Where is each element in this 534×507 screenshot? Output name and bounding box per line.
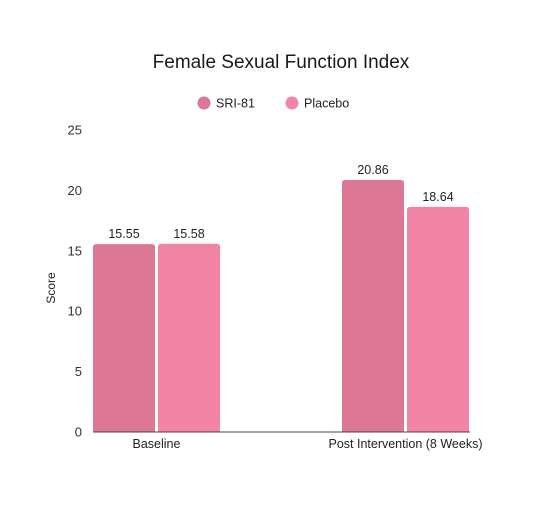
bar-placebo-0 [158,243,220,432]
x-category-label: Post Intervention (8 Weeks) [328,437,482,451]
y-tick-label: 5 [75,364,82,379]
legend-swatch [285,96,299,110]
x-axis: Baseline Post Intervention (8 Weeks) [133,437,483,451]
y-tick-label: 0 [75,425,82,440]
legend-label: Placebo [304,97,349,111]
bars-group: 15.55 20.86 15.58 18.64 [93,163,469,432]
y-axis: 0 5 10 15 20 25 [68,123,82,440]
y-tick-label: 15 [68,243,82,258]
data-label: 18.64 [422,190,453,204]
legend: SRI-81 Placebo [197,96,349,111]
legend-swatch [197,96,211,110]
data-label: 15.55 [108,227,139,241]
bar-sri-81-1 [342,180,404,432]
chart-title: Female Sexual Function Index [153,52,410,73]
data-label: 20.86 [357,163,388,177]
data-label: 15.58 [173,227,204,241]
y-tick-label: 20 [68,183,82,198]
legend-label: SRI-81 [216,97,255,111]
x-category-label: Baseline [133,437,181,451]
y-axis-title: Score [44,272,58,304]
y-tick-label: 25 [68,123,82,138]
y-tick-label: 10 [68,304,82,319]
bar-sri-81-0 [93,244,155,432]
bar-placebo-1 [407,206,469,432]
